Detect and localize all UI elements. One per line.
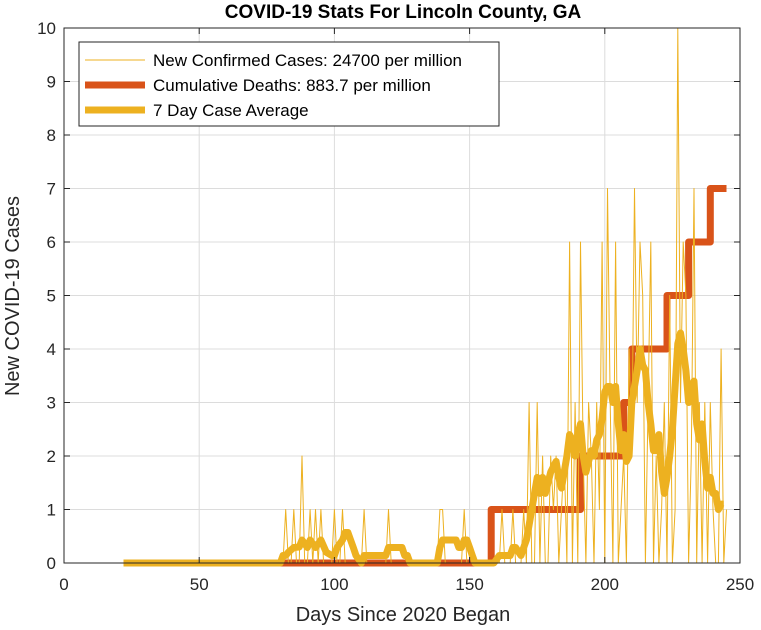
y-tick-labels: 0 1 2 3 4 5 6 7 8 9 10: [37, 19, 56, 573]
legend-box: [78, 41, 500, 127]
x-tick-label: 150: [455, 575, 483, 594]
axis-ticks: [63, 27, 741, 564]
legend-label-7-day-average: 7 Day Case Average: [153, 101, 309, 120]
x-tick-label: 0: [59, 575, 68, 594]
y-tick-label: 2: [47, 447, 56, 466]
y-tick-label: 4: [47, 340, 56, 359]
y-tick-label: 5: [47, 287, 56, 306]
y-tick-label: 1: [47, 501, 56, 520]
x-tick-label: 50: [190, 575, 209, 594]
legend: New Confirmed Cases: 24700 per million C…: [78, 41, 500, 127]
y-tick-label: 10: [37, 19, 56, 38]
x-tick-label: 100: [320, 575, 348, 594]
series-7-day-average-line: [123, 329, 725, 567]
legend-label-cumulative-deaths: Cumulative Deaths: 883.7 per million: [153, 76, 431, 95]
x-tick-label: 200: [591, 575, 619, 594]
y-tick-label: 0: [47, 554, 56, 573]
y-tick-label: 6: [47, 233, 56, 252]
y-axis-title: New COVID-19 Cases: [2, 196, 24, 396]
y-tick-label: 9: [47, 73, 56, 92]
x-axis-title: Days Since 2020 Began: [296, 604, 511, 626]
legend-label-new-cases: New Confirmed Cases: 24700 per million: [153, 51, 462, 70]
x-tick-label: 250: [726, 575, 754, 594]
y-tick-label: 8: [47, 126, 56, 145]
y-tick-label: 3: [47, 394, 56, 413]
chart-title: COVID-19 Stats For Lincoln County, GA: [225, 2, 582, 23]
y-tick-label: 7: [47, 180, 56, 199]
x-tick-labels: 0 50 100 150 200 250: [59, 575, 754, 594]
